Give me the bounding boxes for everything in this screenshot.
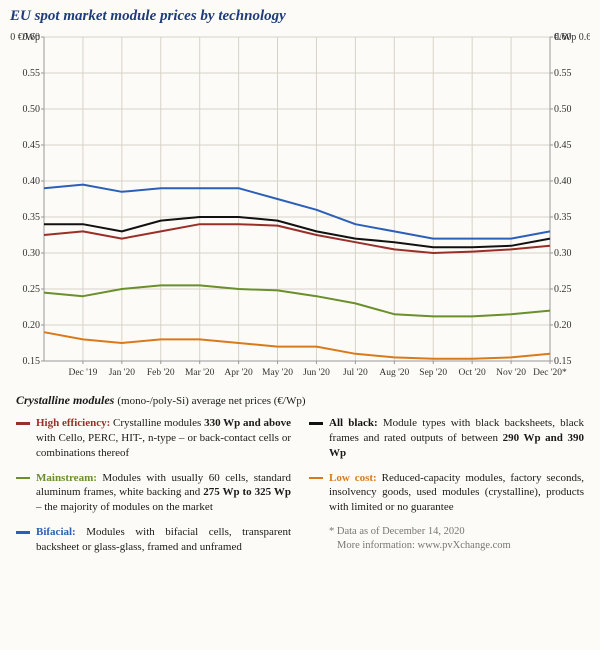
svg-text:0.30: 0.30 [23, 248, 41, 259]
chart-svg: 0.15 0.15 0.20 0.20 0.25 0.25 0.30 0.30 0.35 0.35… [10, 33, 590, 383]
chart-title: EU spot market module prices by technolo… [10, 8, 590, 25]
legend-col-left: High efficiency: Crystalline modules 330… [16, 416, 291, 565]
svg-text:0.45: 0.45 [23, 140, 41, 151]
svg-text:Dec '20*: Dec '20* [533, 368, 567, 378]
svg-text:0.30: 0.30 [554, 248, 572, 259]
svg-text:Apr '20: Apr '20 [224, 368, 253, 378]
legend-name: All black: [329, 417, 383, 429]
svg-text:0.25: 0.25 [23, 284, 41, 295]
svg-text:Mar '20: Mar '20 [185, 368, 215, 378]
svg-text:0.40: 0.40 [23, 176, 41, 187]
svg-text:0.55: 0.55 [23, 68, 41, 79]
legend: High efficiency: Crystalline modules 330… [10, 416, 590, 565]
series-low_cost [44, 332, 550, 359]
legend-name: Low cost: [329, 472, 382, 484]
legend-col-right: All black: Module types with black backs… [309, 416, 584, 565]
subhead: Crystalline modules (mono-/poly-Si) aver… [10, 393, 590, 408]
svg-text:0.40: 0.40 [554, 176, 572, 187]
legend-swatch [309, 422, 323, 425]
legend-swatch [16, 477, 30, 480]
svg-text:0.25: 0.25 [554, 284, 572, 295]
series-mainstream [44, 285, 550, 316]
svg-text:0.60 €/Wp: 0.60 €/Wp [10, 33, 40, 43]
legend-item-high_eff: High efficiency: Crystalline modules 330… [16, 416, 291, 461]
legend-name: High efficiency: [36, 417, 113, 429]
svg-text:0.20: 0.20 [23, 320, 41, 331]
svg-text:Sep '20: Sep '20 [419, 368, 447, 378]
legend-swatch [16, 422, 30, 425]
svg-text:0.35: 0.35 [23, 212, 41, 223]
legend-name: Bifacial: [36, 526, 86, 538]
svg-text:0.45: 0.45 [554, 140, 572, 151]
svg-text:Aug '20: Aug '20 [379, 368, 409, 378]
svg-text:0.50: 0.50 [23, 104, 41, 115]
svg-text:Jan '20: Jan '20 [109, 368, 136, 378]
svg-text:0.20: 0.20 [554, 320, 572, 331]
legend-swatch [309, 477, 323, 480]
svg-text:0.15: 0.15 [23, 356, 41, 367]
svg-text:0.15: 0.15 [554, 356, 572, 367]
legend-item-all_black: All black: Module types with black backs… [309, 416, 584, 461]
footnote: * Data as of December 14, 2020 More info… [309, 525, 584, 552]
legend-name: Mainstream: [36, 472, 102, 484]
svg-text:Nov '20: Nov '20 [496, 368, 526, 378]
legend-swatch [16, 531, 30, 534]
price-chart: 0.15 0.15 0.20 0.20 0.25 0.25 0.30 0.30 0.35 0.35… [10, 33, 590, 383]
series-all_black [44, 217, 550, 247]
svg-text:Feb '20: Feb '20 [147, 368, 175, 378]
subhead-paren: (mono-/poly-Si) average net prices (€/Wp… [117, 395, 305, 407]
legend-item-bifacial: Bifacial: Modules with bifacial cells, t… [16, 525, 291, 555]
svg-text:0.50: 0.50 [554, 104, 572, 115]
svg-text:0.35: 0.35 [554, 212, 572, 223]
svg-text:May '20: May '20 [262, 368, 293, 378]
svg-text:Oct '20: Oct '20 [458, 368, 486, 378]
legend-item-mainstream: Mainstream: Modules with usually 60 cell… [16, 471, 291, 516]
subhead-title: Crystalline modules [16, 393, 114, 407]
svg-text:Jun '20: Jun '20 [303, 368, 330, 378]
svg-text:Dec '19: Dec '19 [68, 368, 97, 378]
svg-text:Jul '20: Jul '20 [343, 368, 368, 378]
legend-item-low_cost: Low cost: Reduced-capacity modules, fact… [309, 471, 584, 516]
svg-text:0.55: 0.55 [554, 68, 572, 79]
svg-text:€/Wp 0.60: €/Wp 0.60 [554, 33, 590, 43]
